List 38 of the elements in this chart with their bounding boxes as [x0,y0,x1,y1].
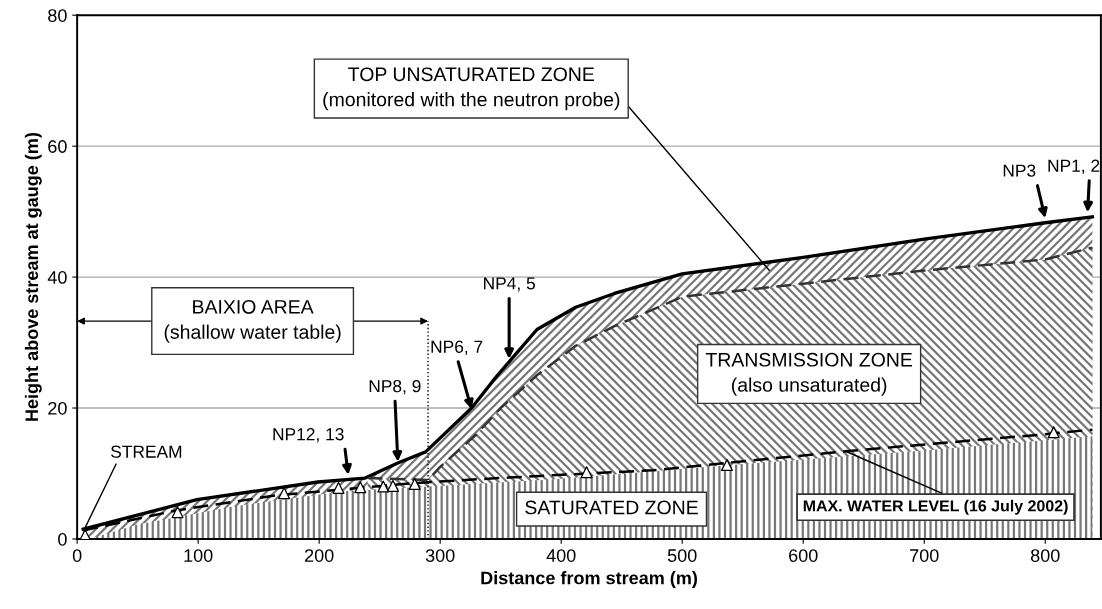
point [580,466,593,479]
y-tick-label: 40 [47,271,67,284]
x-tick-label: 0 [72,549,82,562]
annotation: NP12, 13 [273,428,344,443]
point [377,480,390,493]
y-tick-label: 20 [48,401,67,415]
x-tick-label: 800 [1030,549,1060,562]
x-tick-label: 300 [425,549,455,562]
x-tick-label: 100 [184,549,213,562]
x-tick-label: 700 [910,549,939,562]
ref-line-label: BAIXIO AREA (shallow water table) [164,299,341,343]
point [408,477,421,490]
annotation: NP1, 2 [1048,159,1100,174]
point [332,481,345,494]
point [1047,426,1060,439]
y-tick-label: 60 [48,140,67,153]
x-tick-label: 500 [667,549,697,562]
point [171,506,184,519]
y-tick-label: 80 [48,9,67,22]
annotation: TOP UNSATURATED ZONE (monitored with the neutron probe) [323,67,620,111]
annotation: STREAM [111,445,182,458]
annotation: NP4, 5 [484,277,535,292]
annotation: NP6, 7 [431,340,483,355]
y-tick-label: 0 [58,532,67,546]
y-axis-title: Height above stream at gauge (m) [24,133,42,421]
point [386,479,399,492]
annotation: NP8, 9 [369,379,421,395]
point [720,458,733,471]
x-axis-title: Distance from stream (m) [481,571,697,588]
x-tick-label: 200 [305,549,334,562]
x-tick-label: 600 [789,549,818,562]
point [278,487,291,500]
annotation: TRANSMISSION ZONE (also unsaturated) [705,352,912,396]
annotation: SATURATED ZONE [525,500,698,515]
annotation: MAX. WATER LEVEL (16 July 2002) [803,499,1068,515]
annotation: NP3 [1003,164,1036,177]
point [354,481,367,494]
x-tick-label: 400 [546,549,576,562]
